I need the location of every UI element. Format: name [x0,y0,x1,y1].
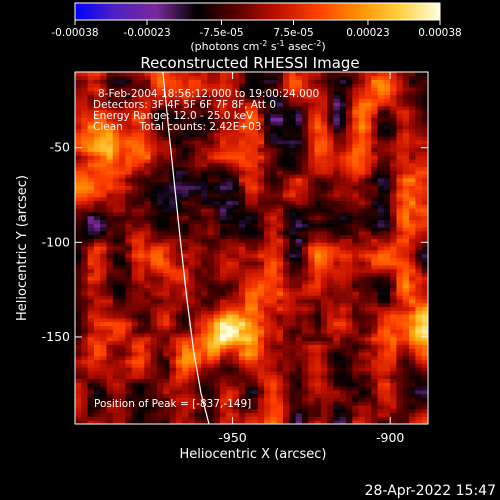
peak-position-label: Position of Peak = [-837,-149] [94,398,251,410]
x-tick-label: -950 [218,430,246,445]
solar-limb-curve [162,72,210,424]
y-tick-label: -50 [50,140,70,155]
colorbar-tick-label: -0.00023 [123,27,170,39]
colorbar-tick-label: 0.00038 [418,27,461,39]
heatmap-image [75,72,428,424]
y-tick-label: -150 [42,329,70,344]
colorbar-tick-label: -0.00038 [51,27,98,39]
annotation-energy-range: Energy Range: 12.0 - 25.0 keV [93,110,254,122]
colorbar-tick-label: -7.5e-05 [199,27,243,39]
x-tick-label: -900 [376,430,404,445]
colorbar-tick-label: 0.00023 [346,27,389,39]
chart-title: Reconstructed RHESSI Image [140,54,359,72]
colorbar [74,2,441,21]
plot-frame [74,71,429,425]
colorbar-ticks: -0.00038 -0.00023 -7.5e-05 7.5e-05 0.00023 0.… [51,20,462,39]
annotation-time-range: 8-Feb-2004 18:56:12.000 to 19:00:24.000 [98,88,319,100]
footer-timestamp: 28-Apr-2022 15:47 [365,483,496,499]
annotation-block: 8-Feb-2004 18:56:12.000 to 19:00:24.000 … [93,88,319,133]
y-tick-label: -100 [42,234,70,249]
annotation-clean-counts: Clean Total counts: 2.42E+03 [93,121,262,133]
colorbar-tick-label: 7.5e-05 [273,27,313,39]
y-axis-label: Heliocentric Y (arcsec) [15,175,30,321]
x-axis-ticks: -950-900-850 [218,72,404,445]
colorbar-unit-label: (photons cm-2 s-1 asec-2) [190,39,325,53]
annotation-detectors: Detectors: 3F 4F 5F 6F 7F 8F, Att 0 [93,99,276,111]
x-axis-label: Heliocentric X (arcsec) [180,447,327,462]
y-axis-ticks: -50 -100 -150 [42,140,428,344]
